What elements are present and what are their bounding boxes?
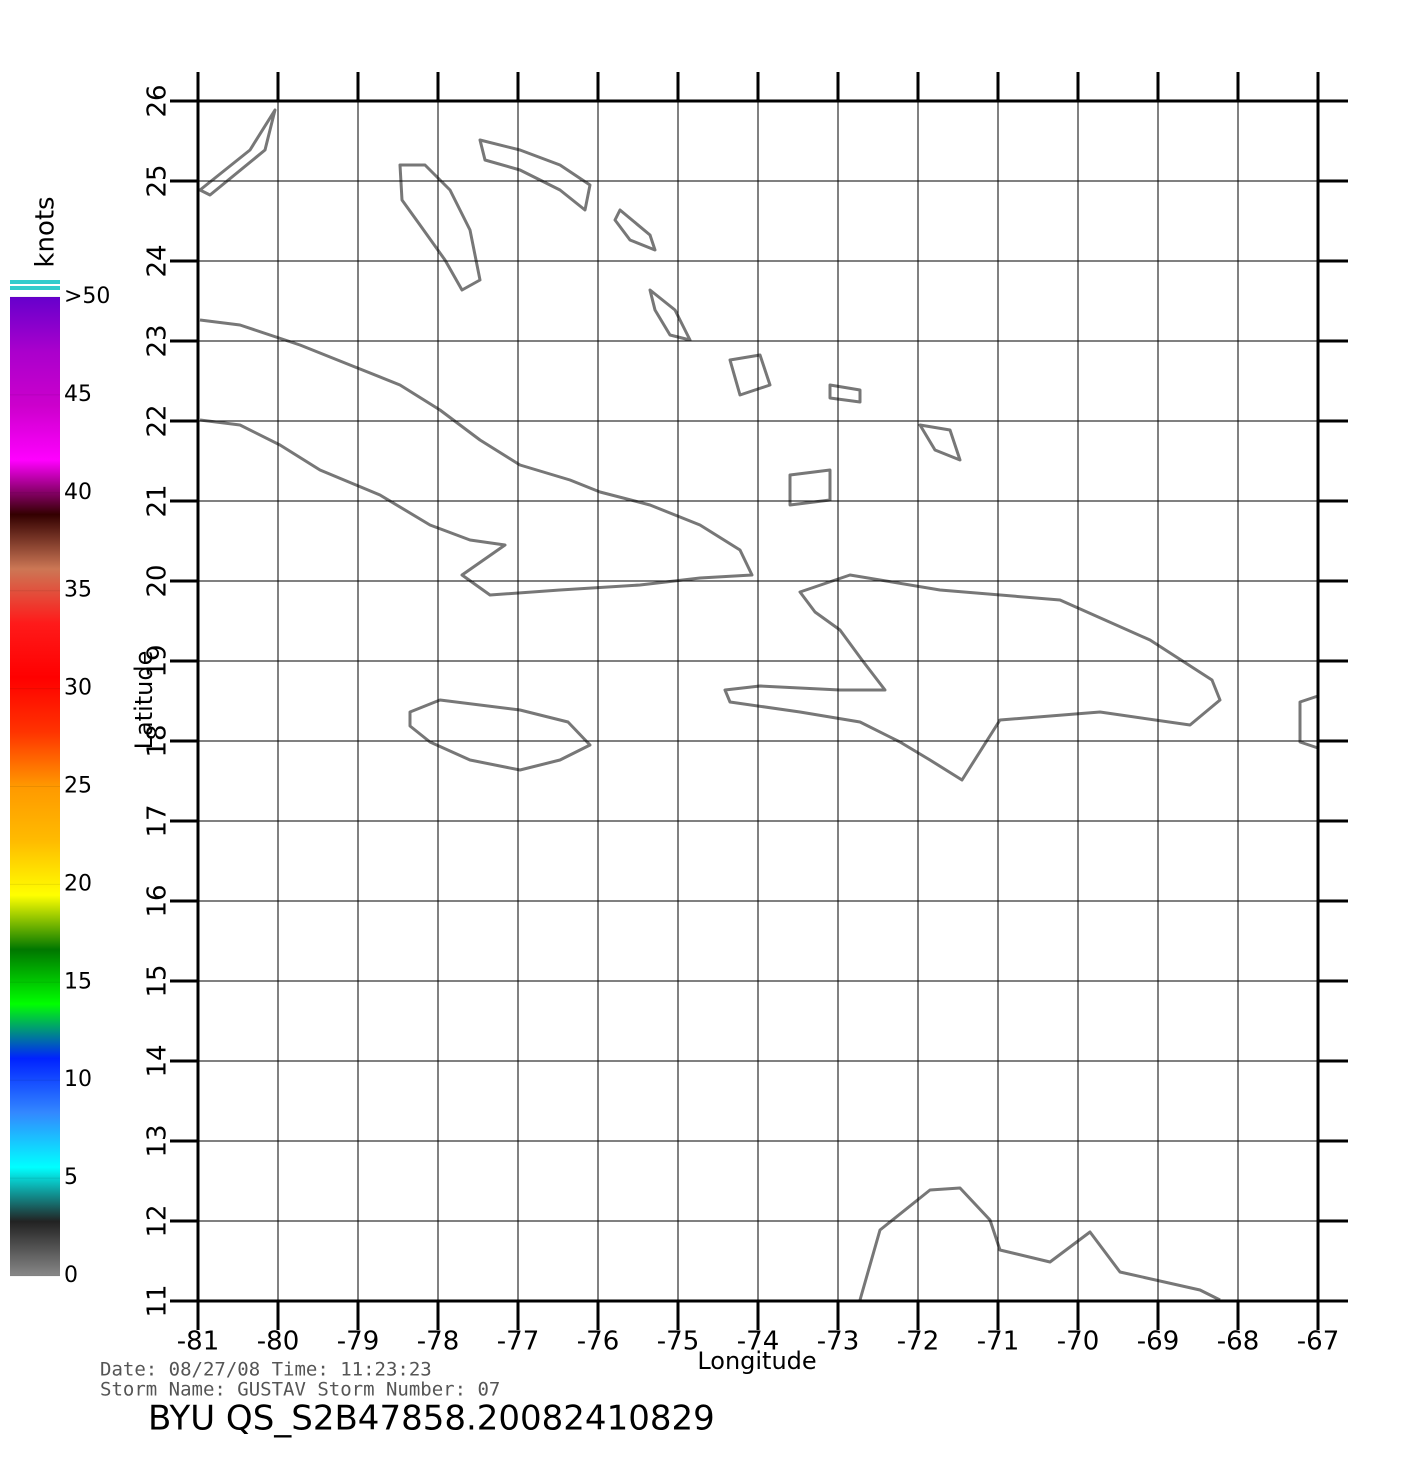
y-tick-label: 21 [143,484,173,517]
coastlines [198,108,1320,1302]
colorbar: 0 5 10 15 20 25 30 35 40 45 >50 [10,280,110,1288]
product-title: BYU QS_S2B47858.20082410829 [148,1399,715,1439]
x-tick-label: -81 [177,1327,219,1357]
puerto-rico-coast [1298,694,1320,750]
y-tick-label: 18 [143,724,173,757]
colorbar-tick-label: 15 [64,969,92,994]
y-tick-label: 19 [143,644,173,677]
x-tick-label: -70 [1057,1327,1099,1357]
x-tick-label: -80 [257,1327,299,1357]
y-tick-label: 24 [143,244,173,277]
y-tick-label: 25 [143,164,173,197]
y-tick-label: 13 [143,1124,173,1157]
colorbar-tick-label: 0 [64,1263,78,1288]
x-tick-label: -75 [657,1327,699,1357]
storm-line: Storm Name: GUSTAV Storm Number: 07 [100,1379,500,1401]
colorbar-tick-label: >50 [64,284,110,309]
x-tick-label: -69 [1137,1327,1179,1357]
x-tick-label: -76 [577,1327,619,1357]
y-axis-label: Latitude [130,651,158,750]
x-tick-label: -74 [737,1327,779,1357]
colorbar-cap [10,280,60,284]
colorbar-tick-label: 45 [64,382,92,407]
colorbar-ramp [10,297,60,1276]
y-tick-label: 26 [143,84,173,117]
colorbar-tick-label: 25 [64,774,92,799]
x-tick-label: -79 [337,1327,379,1357]
colorbar-cap [10,286,60,290]
colorbar-label: knots [31,196,61,267]
graticule: -81 -80 -79 -78 -77 -76 -75 -74 -73 -72 -71 -70 -69 -… [143,72,1348,1357]
x-axis-label: Longitude [697,1347,816,1375]
florida-andros-coast [398,163,482,292]
hispaniola-coast [723,573,1222,782]
bahamas-coast [198,108,962,507]
cuba-coast [199,318,754,597]
axis-labels: Longitude Latitude Date: 08/27/08 Time: … [31,196,817,1438]
y-tick-label: 17 [143,804,173,837]
jamaica-coast [408,698,592,772]
x-tick-label: -72 [897,1327,939,1357]
colorbar-tick-label: 10 [64,1067,92,1092]
south-america-coast [858,1186,1221,1302]
date-line: Date: 08/27/08 Time: 11:23:23 [100,1359,432,1381]
colorbar-tick-label: 20 [64,871,92,896]
colorbar-tick-label: 35 [64,578,92,603]
x-tick-label: -77 [497,1327,539,1357]
x-tick-label: -68 [1217,1327,1259,1357]
y-tick-label: 15 [143,964,173,997]
y-tick-label: 16 [143,884,173,917]
y-tick-label: 23 [143,324,173,357]
y-tick-label: 20 [143,564,173,597]
x-tick-label: -67 [1297,1327,1339,1357]
x-tick-label: -78 [417,1327,459,1357]
x-tick-label: -71 [977,1327,1019,1357]
x-tick-label: -73 [817,1327,859,1357]
y-tick-label: 14 [143,1044,173,1077]
y-tick-label: 22 [143,404,173,437]
colorbar-tick-label: 5 [64,1165,78,1190]
y-tick-label: 11 [143,1284,173,1317]
colorbar-tick-label: 30 [64,676,92,701]
y-tick-label: 12 [143,1204,173,1237]
colorbar-tick-label: 40 [64,480,92,505]
